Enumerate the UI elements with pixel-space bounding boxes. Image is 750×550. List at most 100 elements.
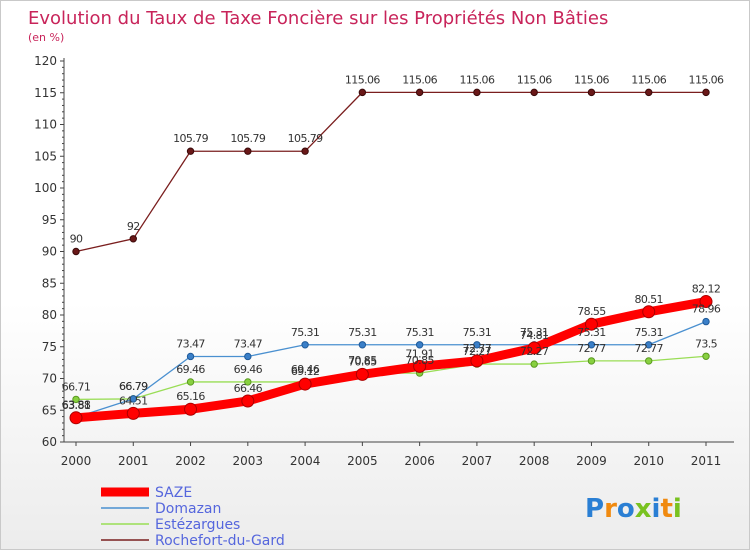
x-tick-label: 2003	[233, 454, 264, 468]
data-label-rochefort-du-gard: 115.06	[631, 73, 666, 86]
data-label-saze: 74.81	[520, 329, 549, 342]
x-tick-label: 2007	[462, 454, 493, 468]
data-point-saze	[527, 341, 541, 355]
data-label-estezargues: 72.77	[577, 342, 606, 355]
data-label-saze: 71.91	[405, 347, 434, 360]
data-label-rochefort-du-gard: 115.06	[402, 73, 437, 86]
data-label-saze: 65.16	[176, 390, 205, 403]
data-point-domazan	[301, 341, 309, 349]
data-label-rochefort-du-gard: 115.06	[689, 73, 724, 86]
x-tick-label: 2002	[175, 454, 206, 468]
data-point-domazan	[129, 395, 137, 403]
logo-letter: P	[585, 494, 604, 524]
data-point-rochefort-du-gard	[358, 88, 367, 97]
series-line-rochefort-du-gard	[75, 91, 707, 253]
data-label-saze: 82.12	[692, 283, 721, 296]
data-point-saze	[69, 411, 83, 425]
data-point-rochefort-du-gard	[301, 147, 309, 155]
data-label-estezargues: 72.77	[634, 342, 663, 355]
data-point-domazan	[702, 317, 710, 326]
data-label-saze: 72.77	[463, 342, 492, 355]
data-label-rochefort-du-gard: 115.06	[459, 73, 494, 86]
data-point-domazan	[645, 341, 653, 349]
y-tick-label: 60	[42, 435, 57, 449]
data-label-rochefort-du-gard: 115.06	[345, 73, 380, 86]
y-tick-label: 100	[34, 181, 57, 195]
y-tick-label: 90	[42, 245, 57, 259]
logo-letter: o	[617, 494, 635, 524]
data-label-domazan: 75.31	[577, 326, 606, 339]
data-label-saze: 66.46	[234, 382, 263, 395]
data-label-rochefort-du-gard: 105.79	[230, 132, 265, 145]
x-tick-label: 2005	[347, 454, 378, 468]
data-label-domazan: 73.47	[234, 337, 263, 350]
data-point-domazan	[415, 341, 424, 349]
data-point-saze	[241, 394, 255, 408]
legend-item-saze: SAZE	[101, 485, 192, 501]
data-point-saze	[184, 402, 198, 416]
legend-label: SAZE	[155, 485, 192, 501]
axes: 60 65 70 75 80 85 90 95 100 105 110 115 120 2000 2001 2…	[34, 54, 734, 468]
x-tick-label: 2001	[118, 454, 149, 468]
data-label-estezargues: 70.85	[348, 354, 377, 367]
data-label-estezargues: 73.5	[695, 337, 718, 350]
y-tick-label: 95	[42, 213, 57, 227]
data-label-estezargues: 69.46	[176, 363, 205, 376]
x-tick-label: 2000	[61, 454, 92, 468]
data-point-saze	[298, 377, 312, 391]
data-point-estezargues	[72, 395, 80, 404]
data-label-rochefort-du-gard: 90	[70, 233, 83, 246]
data-label-saze: 63.81	[62, 399, 91, 412]
logo-letter: i	[652, 494, 661, 524]
y-tick-label: 85	[42, 276, 57, 290]
data-point-saze	[413, 359, 427, 373]
data-label-domazan: 75.31	[520, 326, 549, 339]
data-label-estezargues: 70.85	[405, 354, 434, 367]
logo-letter: i	[673, 494, 682, 524]
data-point-saze	[470, 354, 484, 368]
logo-text: Proxiti	[585, 494, 682, 524]
data-label-saze: 70.65	[348, 355, 377, 368]
data-point-rochefort-du-gard	[530, 88, 538, 97]
series-saze	[69, 295, 713, 425]
x-tick-label: 2008	[519, 454, 550, 468]
legend-item-rochefort-du-gard: Rochefort-du-Gard	[101, 533, 285, 549]
data-point-domazan	[473, 341, 481, 349]
data-label-domazan: 75.31	[463, 326, 492, 339]
data-point-rochefort-du-gard	[129, 235, 137, 243]
logo-letter: r	[604, 494, 617, 524]
y-tick-label: 115	[34, 86, 57, 100]
data-point-rochefort-du-gard	[186, 147, 195, 155]
y-tick-label: 120	[34, 54, 57, 68]
data-label-rochefort-du-gard: 105.79	[288, 132, 323, 145]
data-point-saze	[642, 305, 656, 319]
data-point-domazan	[186, 352, 195, 361]
data-point-saze	[699, 295, 713, 309]
data-point-domazan	[244, 352, 252, 361]
y-tick-label: 105	[34, 149, 57, 163]
proxiti-logo: Proxiti	[585, 494, 682, 524]
data-label-saze: 78.55	[577, 305, 606, 318]
data-point-estezargues	[645, 357, 653, 365]
data-point-rochefort-du-gard	[702, 88, 710, 97]
y-tick-label: 75	[42, 340, 57, 354]
data-label-domazan: 73.47	[176, 337, 205, 350]
data-label-estezargues: 72.27	[520, 345, 549, 358]
series-line-domazan	[75, 320, 707, 419]
x-tick-label: 2010	[633, 454, 664, 468]
legend-item-domazan: Domazan	[101, 501, 221, 517]
series-layer	[69, 88, 713, 425]
data-label-domazan: 75.31	[634, 326, 663, 339]
data-label-estezargues: 69.46	[291, 363, 320, 376]
data-label-saze: 80.51	[634, 293, 663, 306]
data-point-saze	[126, 406, 140, 420]
data-label-saze: 64.51	[119, 394, 148, 407]
data-label-rochefort-du-gard: 92	[127, 220, 140, 233]
series-line-saze	[71, 297, 711, 423]
data-label-domazan: 75.31	[405, 326, 434, 339]
series-line-estezargues	[75, 355, 707, 401]
y-tick-label: 70	[42, 372, 57, 386]
logo-letter: x	[635, 494, 652, 524]
